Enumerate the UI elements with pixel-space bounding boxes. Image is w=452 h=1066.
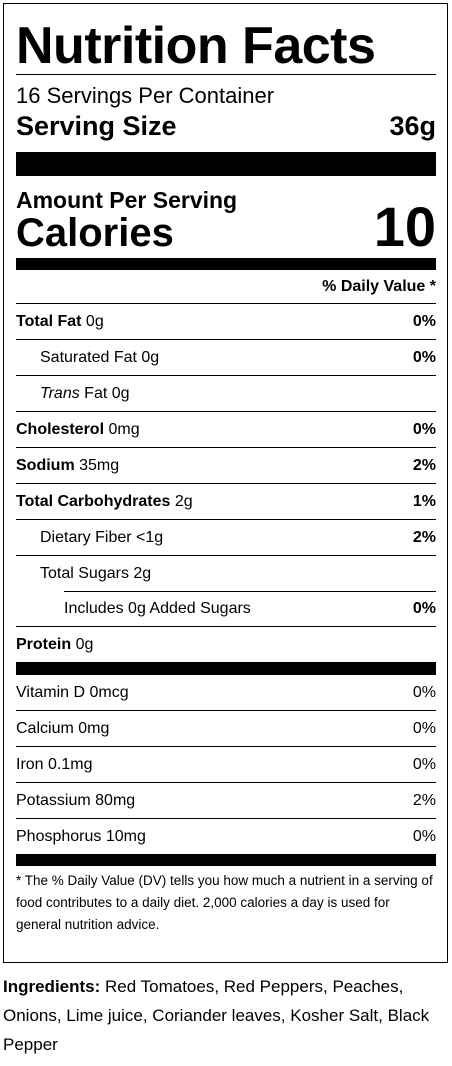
nutrient-row-trans-fat: Trans Fat 0g bbox=[16, 376, 436, 412]
nutrient-row-sodium: Sodium 35mg 2% bbox=[16, 448, 436, 484]
footnote-divider bbox=[16, 854, 436, 866]
label-title: Nutrition Facts bbox=[16, 17, 376, 75]
calories-value: 10 bbox=[373, 195, 436, 258]
nutrient-row-total-carbohydrates: Total Carbohydrates 2g 1% bbox=[16, 484, 436, 520]
vitamin-row-vitamin-d: Vitamin D 0mcg 0% bbox=[16, 675, 436, 711]
nutrient-row-cholesterol: Cholesterol 0mg 0% bbox=[16, 412, 436, 448]
title-divider bbox=[16, 74, 436, 75]
nutrient-name: Total Sugars 2g bbox=[40, 564, 152, 582]
vitamin-dv: 0% bbox=[412, 719, 436, 737]
calories-label: Calories bbox=[16, 211, 174, 255]
ingredients-text: Red Tomatoes, Red Peppers, Peaches, Onio… bbox=[3, 977, 430, 1054]
nutrient-dv: 1% bbox=[412, 492, 436, 510]
vitamin-dv: 2% bbox=[412, 791, 436, 809]
nutrient-name: Sodium bbox=[16, 456, 75, 474]
vitamin-row-potassium: Potassium 80mg 2% bbox=[16, 783, 436, 819]
thick-divider bbox=[16, 152, 436, 176]
nutrient-dv: 0% bbox=[412, 312, 436, 330]
nutrient-amount: 35mg bbox=[74, 456, 120, 474]
vitamin-name: Potassium 80mg bbox=[16, 791, 136, 809]
nutrient-dv: 0% bbox=[412, 420, 436, 438]
vitamin-row-calcium: Calcium 0mg 0% bbox=[16, 711, 436, 747]
medium-divider bbox=[16, 258, 436, 270]
nutrient-name: Dietary Fiber <1g bbox=[40, 528, 164, 546]
daily-value-header: % Daily Value * bbox=[16, 270, 436, 304]
vitamin-name: Iron 0.1mg bbox=[16, 755, 93, 773]
nutrient-name: Cholesterol bbox=[16, 420, 105, 438]
nutrient-name: Total Fat bbox=[16, 312, 82, 330]
vitamin-name: Vitamin D 0mcg bbox=[16, 683, 129, 701]
nutrient-amount: 2g bbox=[170, 492, 193, 510]
vitamin-name: Calcium 0mg bbox=[16, 719, 110, 737]
daily-value-footnote: * The % Daily Value (DV) tells you how m… bbox=[16, 873, 433, 932]
serving-size-row: Serving Size 36g bbox=[16, 109, 436, 143]
vitamin-row-phosphorus: Phosphorus 10mg 0% bbox=[16, 819, 436, 854]
nutrient-name: Trans bbox=[40, 384, 80, 402]
vitamin-row-iron: Iron 0.1mg 0% bbox=[16, 747, 436, 783]
nutrient-row-total-fat: Total Fat 0g 0% bbox=[16, 304, 436, 340]
nutrient-dv: 2% bbox=[412, 456, 436, 474]
vitamin-name: Phosphorus 10mg bbox=[16, 827, 146, 845]
nutrient-row-dietary-fiber: Dietary Fiber <1g 2% bbox=[16, 520, 436, 556]
vitamin-dv: 0% bbox=[412, 827, 436, 845]
servings-per-container: 16 Servings Per Container bbox=[16, 83, 275, 108]
nutrient-row-protein: Protein 0g bbox=[16, 627, 436, 662]
nutrient-dv: 0% bbox=[412, 599, 436, 617]
nutrient-name: Total Carbohydrates bbox=[16, 492, 171, 510]
nutrient-name: Includes 0g Added Sugars bbox=[64, 599, 251, 617]
vitamin-dv: 0% bbox=[412, 755, 436, 773]
calories-row: Calories 10 bbox=[16, 199, 436, 256]
nutrient-name: Saturated Fat 0g bbox=[40, 348, 160, 366]
vitamin-dv: 0% bbox=[412, 683, 436, 701]
amount-per-serving: Amount Per Serving bbox=[16, 187, 238, 213]
nutrient-name: Protein bbox=[16, 635, 72, 653]
ingredients-label: Ingredients: bbox=[3, 977, 101, 996]
ingredients-section: Ingredients: Red Tomatoes, Red Peppers, … bbox=[3, 972, 443, 1059]
serving-size-label: Serving Size bbox=[16, 111, 177, 141]
nutrition-facts-label: Nutrition Facts 16 Servings Per Containe… bbox=[3, 3, 448, 963]
nutrient-amount: 0g bbox=[71, 635, 94, 653]
nutrient-row-saturated-fat: Saturated Fat 0g 0% bbox=[16, 340, 436, 376]
serving-size-value: 36g bbox=[389, 111, 436, 141]
nutrient-dv: 2% bbox=[412, 528, 436, 546]
nutrient-row-total-sugars: Total Sugars 2g bbox=[16, 556, 436, 592]
nutrient-amount: 0mg bbox=[104, 420, 140, 438]
nutrient-amount: Fat 0g bbox=[79, 384, 130, 402]
protein-divider bbox=[16, 662, 436, 675]
nutrient-row-added-sugars: Includes 0g Added Sugars 0% bbox=[16, 591, 436, 627]
nutrient-dv: 0% bbox=[412, 348, 436, 366]
added-sugars-divider bbox=[64, 591, 436, 592]
nutrient-amount: 0g bbox=[81, 312, 104, 330]
